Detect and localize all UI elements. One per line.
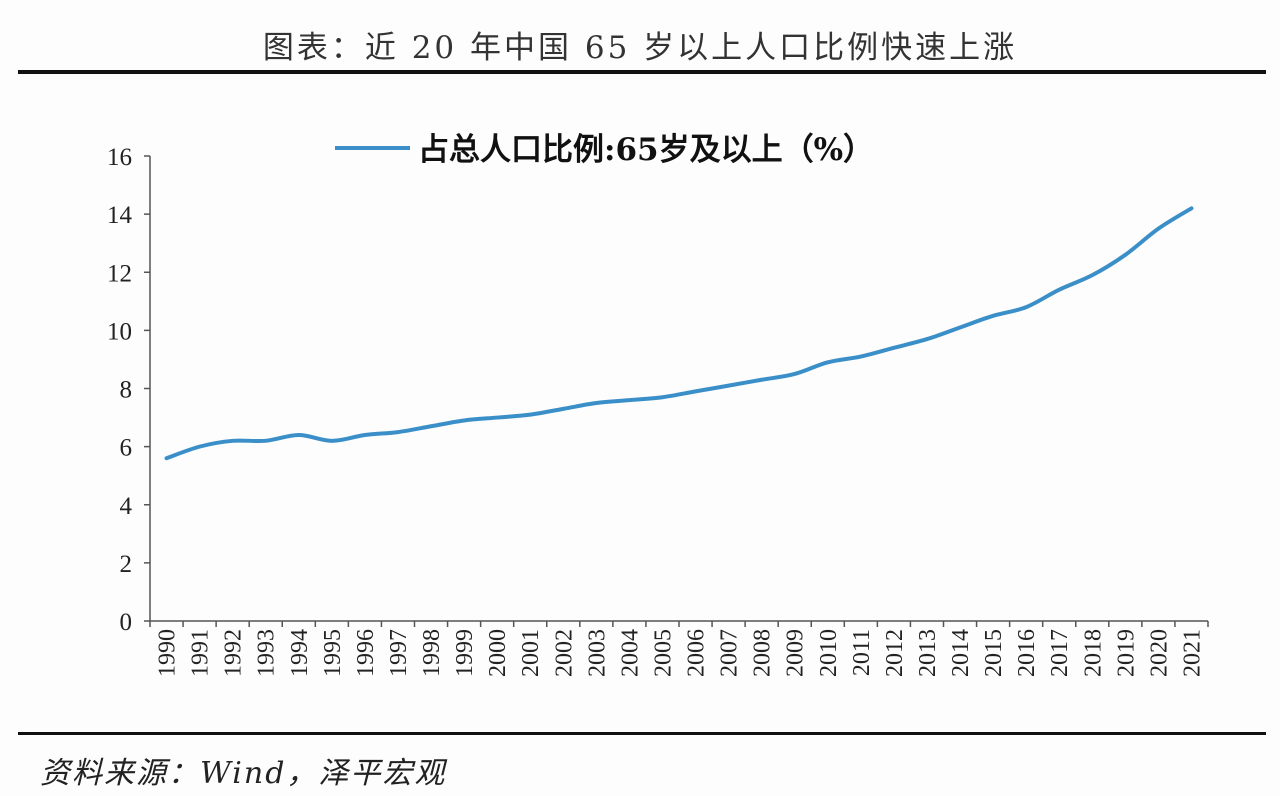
y-tick-label: 0 xyxy=(120,609,133,636)
x-tick-label: 2011 xyxy=(849,629,875,676)
x-tick-label: 1996 xyxy=(353,629,379,677)
x-tick-label: 1999 xyxy=(452,629,478,677)
x-tick-label: 2001 xyxy=(518,629,544,677)
x-tick-label: 2019 xyxy=(1113,629,1139,677)
x-tick-label: 2004 xyxy=(617,629,643,677)
x-tick-label: 2009 xyxy=(783,629,809,677)
y-tick-label: 14 xyxy=(107,202,133,229)
x-tick-label: 1998 xyxy=(419,629,445,677)
x-tick-label: 1995 xyxy=(320,629,346,677)
x-tick-label: 1992 xyxy=(221,629,247,677)
y-tick-label: 10 xyxy=(107,318,132,345)
y-tick-label: 16 xyxy=(107,144,132,171)
x-tick-label: 2007 xyxy=(717,629,743,677)
x-tick-label: 2002 xyxy=(551,629,577,677)
x-tick-label: 2020 xyxy=(1146,629,1172,677)
y-tick-label: 12 xyxy=(107,260,132,287)
x-tick-label: 2016 xyxy=(1014,629,1040,677)
x-tick-label: 2008 xyxy=(750,629,776,677)
x-tick-label: 2010 xyxy=(816,629,842,677)
y-tick-label: 2 xyxy=(120,551,133,578)
figure-title: 图表：近 20 年中国 65 岁以上人口比例快速上涨 xyxy=(262,30,1018,66)
x-tick-label: 2018 xyxy=(1080,629,1106,677)
legend-label: 占总人口比例:65岁及以上（%） xyxy=(418,132,874,168)
x-tick-label: 2005 xyxy=(650,629,676,677)
y-tick-label: 8 xyxy=(120,377,133,404)
x-tick-label: 1991 xyxy=(188,629,214,677)
series-line xyxy=(164,206,1194,461)
x-tick-label: 1997 xyxy=(386,629,412,677)
source-note: 资料来源：Wind，泽平宏观 xyxy=(40,756,447,791)
x-tick-label: 2014 xyxy=(948,629,974,677)
x-tick-label: 2015 xyxy=(981,629,1007,677)
x-tick-label: 2021 xyxy=(1179,629,1205,677)
y-tick-label: 6 xyxy=(120,435,133,462)
x-tick-label: 2012 xyxy=(882,629,908,677)
y-tick-label: 4 xyxy=(120,493,133,520)
x-tick-label: 1993 xyxy=(254,629,280,677)
top-rule xyxy=(18,70,1266,74)
x-tick-label: 1994 xyxy=(287,629,313,677)
x-tick-label: 2003 xyxy=(584,629,610,677)
bottom-rule xyxy=(18,732,1266,735)
x-tick-label: 1990 xyxy=(155,629,181,677)
x-tick-label: 2000 xyxy=(485,629,511,677)
x-tick-label: 2006 xyxy=(684,629,710,677)
x-tick-label: 2017 xyxy=(1047,629,1073,677)
x-tick-label: 2013 xyxy=(915,629,941,677)
